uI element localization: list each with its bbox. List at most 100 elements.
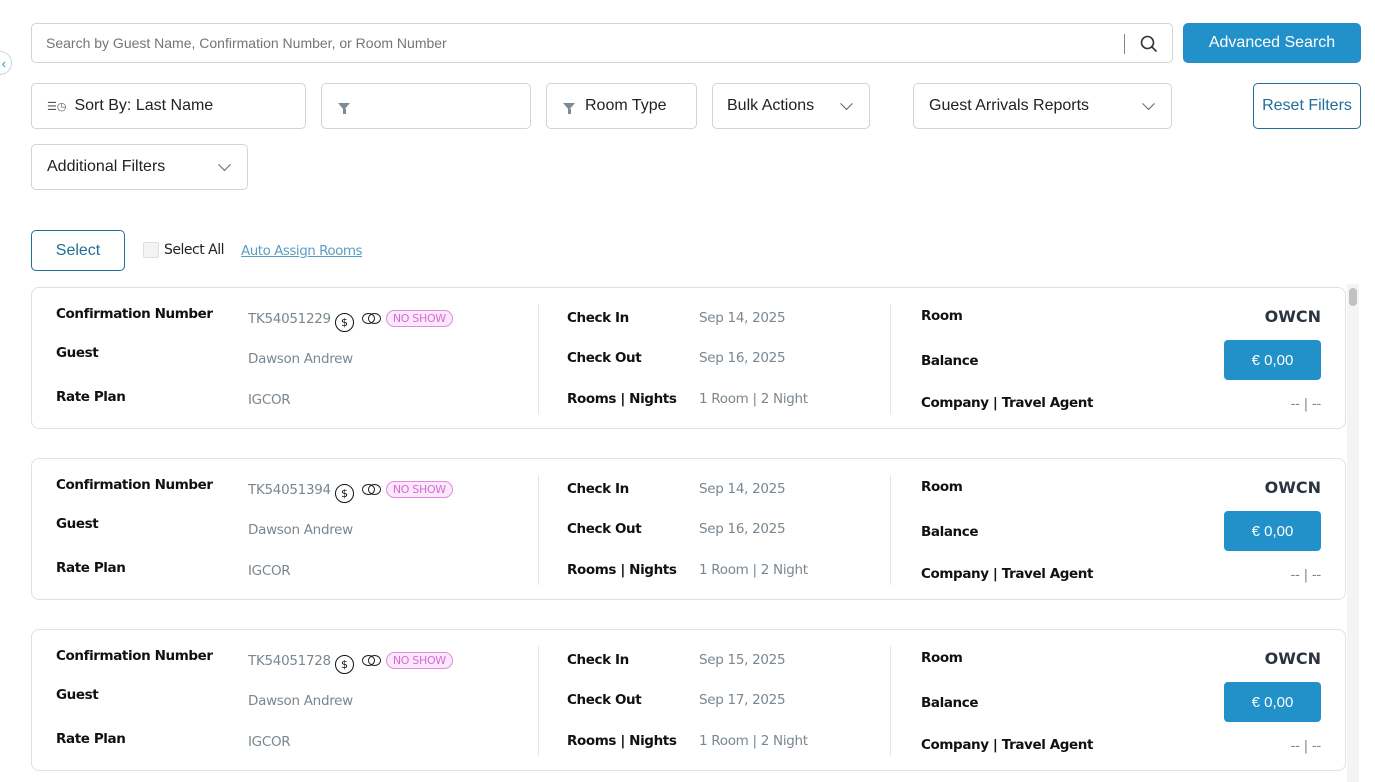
reports-label: Guest Arrivals Reports <box>929 97 1090 114</box>
sort-by-label: Sort By: Last Name <box>74 97 214 114</box>
rooms-nights-value: 1 Room | 2 Night <box>699 562 808 578</box>
confirmation-number[interactable]: TK54051229 <box>248 311 331 327</box>
room-label: Room <box>921 308 963 324</box>
divider <box>538 475 539 585</box>
confirmation-label: Confirmation Number <box>56 306 213 322</box>
company-label: Company | Travel Agent <box>921 566 1094 582</box>
dollar-icon: $ <box>334 655 354 674</box>
confirmation-value: TK54051394 $ NO SHOW <box>248 481 453 503</box>
status-badge: NO SHOW <box>385 481 453 498</box>
search-icon[interactable] <box>1140 35 1158 53</box>
divider <box>890 646 891 756</box>
divider <box>890 304 891 414</box>
search-input[interactable] <box>46 35 1106 51</box>
check-out-label: Check Out <box>567 350 642 366</box>
room-value: OWCN <box>1264 649 1321 668</box>
room-label: Room <box>921 479 963 495</box>
check-out-label: Check Out <box>567 521 642 537</box>
link-icon <box>361 655 381 666</box>
auto-assign-rooms-link[interactable]: Auto Assign Rooms <box>241 243 363 259</box>
scrollbar-thumb[interactable] <box>1349 288 1357 306</box>
filter-select[interactable] <box>321 83 531 129</box>
status-badge: NO SHOW <box>385 652 453 669</box>
confirmation-value: TK54051229 $ NO SHOW <box>248 310 453 332</box>
rate-plan-label: Rate Plan <box>56 731 126 747</box>
rooms-nights-label: Rooms | Nights <box>567 562 677 578</box>
bulk-actions-dropdown[interactable]: Bulk Actions <box>712 83 870 129</box>
room-value: OWCN <box>1264 478 1321 497</box>
reservation-card[interactable]: Confirmation Number TK54051229 $ NO SHOW G… <box>31 287 1346 429</box>
filter-icon <box>563 102 575 114</box>
select-all-label: Select All <box>164 242 225 258</box>
link-icon <box>361 484 381 495</box>
rooms-nights-label: Rooms | Nights <box>567 391 677 407</box>
additional-filters-label: Additional Filters <box>47 158 166 175</box>
scrollbar-track[interactable] <box>1347 284 1359 782</box>
guest-label: Guest <box>56 516 99 532</box>
company-value: -- | -- <box>1290 567 1321 583</box>
rate-plan-label: Rate Plan <box>56 560 126 576</box>
chevron-down-icon <box>218 158 231 172</box>
guest-name[interactable]: Dawson Andrew <box>248 693 353 709</box>
sort-by-select[interactable]: ☰◷ Sort By: Last Name <box>31 83 306 129</box>
room-type-filter[interactable]: Room Type <box>546 83 697 129</box>
rooms-nights-value: 1 Room | 2 Night <box>699 391 808 407</box>
sort-icon: ☰◷ <box>47 100 67 113</box>
confirmation-number[interactable]: TK54051728 <box>248 653 331 669</box>
bulk-actions-label: Bulk Actions <box>727 97 815 114</box>
company-value: -- | -- <box>1290 396 1321 412</box>
confirmation-label: Confirmation Number <box>56 648 213 664</box>
advanced-search-button[interactable]: Advanced Search <box>1183 23 1361 63</box>
rooms-nights-label: Rooms | Nights <box>567 733 677 749</box>
company-label: Company | Travel Agent <box>921 395 1094 411</box>
check-in-value: Sep 14, 2025 <box>699 310 786 326</box>
balance-label: Balance <box>921 524 979 540</box>
check-out-value: Sep 17, 2025 <box>699 692 786 708</box>
select-all-checkbox[interactable] <box>143 242 159 258</box>
room-type-label: Room Type <box>585 97 667 114</box>
link-icon <box>361 313 381 324</box>
check-in-label: Check In <box>567 310 629 326</box>
check-in-value: Sep 14, 2025 <box>699 481 786 497</box>
reservation-card[interactable]: Confirmation Number TK54051394 $ NO SHOW G… <box>31 458 1346 600</box>
dollar-icon: $ <box>334 313 354 332</box>
check-out-value: Sep 16, 2025 <box>699 350 786 366</box>
dollar-icon: $ <box>334 484 354 503</box>
room-label: Room <box>921 650 963 666</box>
collapse-sidebar-button[interactable]: ‹ <box>0 51 12 75</box>
additional-filters-dropdown[interactable]: Additional Filters <box>31 144 248 190</box>
reservation-card[interactable]: Confirmation Number TK54051728 $ NO SHOW G… <box>31 629 1346 771</box>
company-value: -- | -- <box>1290 738 1321 754</box>
search-box <box>31 23 1173 63</box>
select-button[interactable]: Select <box>31 230 125 271</box>
check-in-label: Check In <box>567 652 629 668</box>
check-out-value: Sep 16, 2025 <box>699 521 786 537</box>
guest-label: Guest <box>56 687 99 703</box>
balance-label: Balance <box>921 695 979 711</box>
chevron-down-icon <box>840 97 853 111</box>
balance-label: Balance <box>921 353 979 369</box>
room-value: OWCN <box>1264 307 1321 326</box>
divider <box>890 475 891 585</box>
chevron-left-icon: ‹ <box>1 55 6 71</box>
rooms-nights-value: 1 Room | 2 Night <box>699 733 808 749</box>
divider <box>538 646 539 756</box>
chevron-down-icon <box>1142 97 1155 111</box>
balance-button[interactable]: € 0,00 <box>1224 682 1321 722</box>
rate-plan-value: IGCOR <box>248 392 291 408</box>
status-badge: NO SHOW <box>385 310 453 327</box>
confirmation-value: TK54051728 $ NO SHOW <box>248 652 453 674</box>
rate-plan-value: IGCOR <box>248 734 291 750</box>
check-in-value: Sep 15, 2025 <box>699 652 786 668</box>
balance-button[interactable]: € 0,00 <box>1224 511 1321 551</box>
guest-name[interactable]: Dawson Andrew <box>248 351 353 367</box>
guest-name[interactable]: Dawson Andrew <box>248 522 353 538</box>
search-divider <box>1124 34 1125 54</box>
reports-dropdown[interactable]: Guest Arrivals Reports <box>913 83 1172 129</box>
balance-button[interactable]: € 0,00 <box>1224 340 1321 380</box>
guest-label: Guest <box>56 345 99 361</box>
company-label: Company | Travel Agent <box>921 737 1094 753</box>
reset-filters-button[interactable]: Reset Filters <box>1253 83 1361 129</box>
confirmation-number[interactable]: TK54051394 <box>248 482 331 498</box>
divider <box>538 304 539 414</box>
